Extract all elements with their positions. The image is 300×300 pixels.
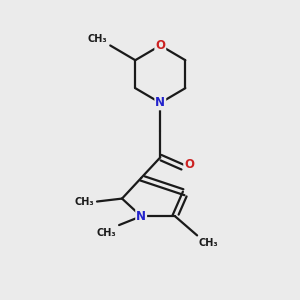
Text: CH₃: CH₃	[74, 196, 94, 206]
Text: CH₃: CH₃	[88, 34, 107, 44]
Text: O: O	[184, 158, 194, 171]
Text: O: O	[155, 39, 165, 52]
Text: N: N	[155, 96, 165, 110]
Text: N: N	[136, 210, 146, 223]
Text: CH₃: CH₃	[97, 228, 116, 238]
Text: CH₃: CH₃	[199, 238, 218, 248]
